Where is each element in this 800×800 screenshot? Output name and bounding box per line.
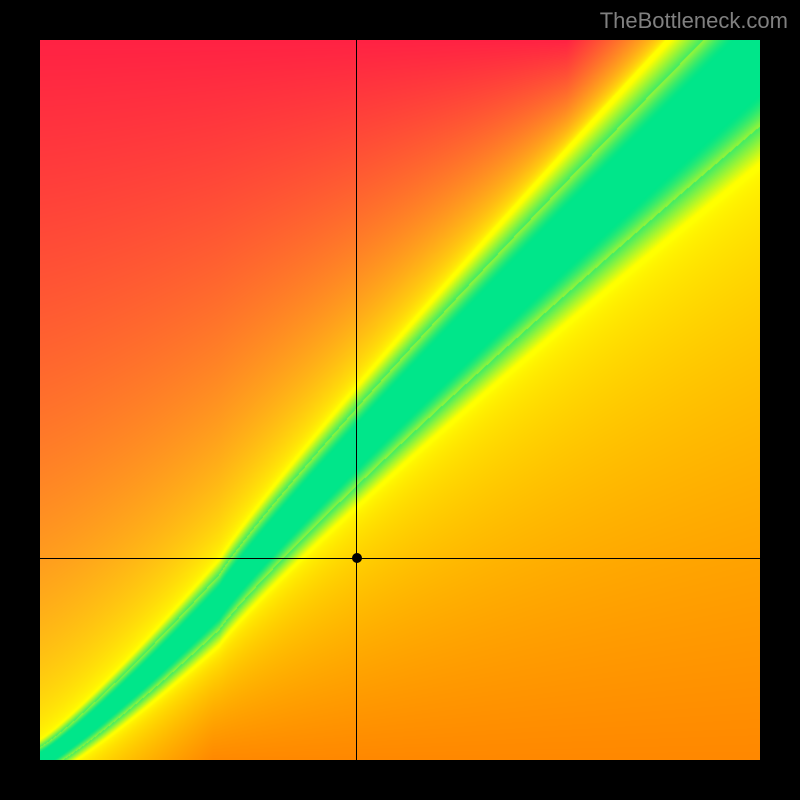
marker-dot: [352, 553, 362, 563]
plot-area: [40, 40, 760, 760]
crosshair-vertical: [356, 40, 357, 760]
chart-container: TheBottleneck.com: [0, 0, 800, 800]
heatmap-canvas: [40, 40, 760, 760]
watermark-text: TheBottleneck.com: [600, 8, 788, 34]
crosshair-horizontal: [40, 558, 760, 559]
